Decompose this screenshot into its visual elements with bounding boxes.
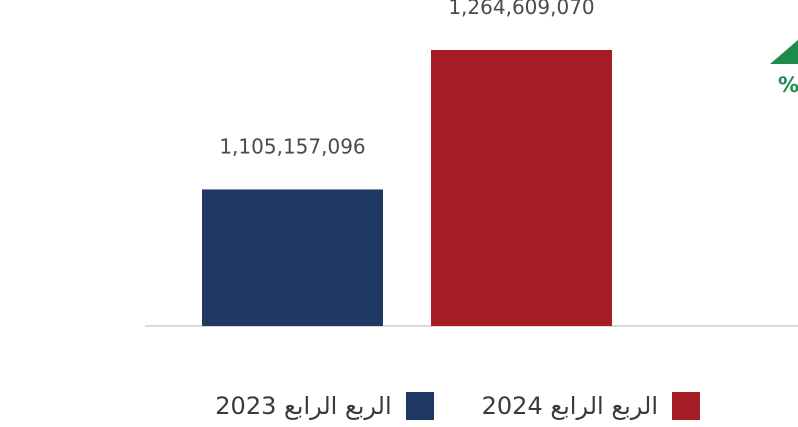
bar-0 xyxy=(202,189,383,326)
legend-swatch-2023 xyxy=(405,392,434,420)
legend-label-2024: الربع الرابع 2024 xyxy=(481,392,658,420)
legend-label-2023: الربع الرابع 2023 xyxy=(215,392,392,420)
legend-swatch-2024 xyxy=(672,392,700,420)
change-percent-label: % xyxy=(778,73,798,97)
legend: الربع الرابع 2024 الربع الرابع 2023 xyxy=(140,386,700,426)
legend-item-2024: الربع الرابع 2024 xyxy=(482,392,700,420)
change-indicator: % xyxy=(770,40,798,97)
bar-value-label-0: 1,105,157,096 xyxy=(219,134,365,158)
bars-layer xyxy=(202,50,612,326)
legend-item-2023: الربع الرابع 2023 xyxy=(215,392,434,420)
bar-value-label-1: 1,264,609,070 xyxy=(448,0,594,19)
data-labels-layer: 1,105,157,096 1,264,609,070 xyxy=(219,0,594,158)
bar-1 xyxy=(431,50,612,326)
up-arrow-icon xyxy=(770,40,798,64)
